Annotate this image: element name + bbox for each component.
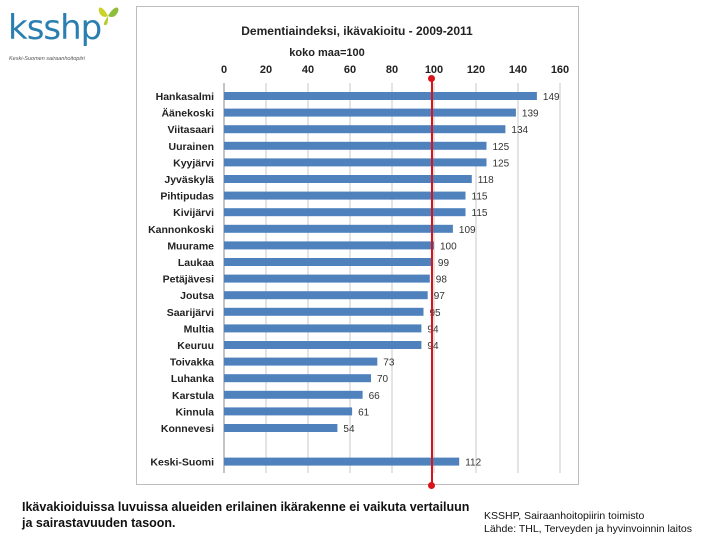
data-label: 109 xyxy=(459,225,476,236)
category-label: Saarijärvi xyxy=(167,307,214,319)
chart-title: Dementiaindeksi, ikävakioitu - 2009-2011 xyxy=(241,24,473,38)
x-tick-label: 80 xyxy=(386,64,398,76)
x-tick-label: 60 xyxy=(344,64,356,76)
category-label: Uurainen xyxy=(168,141,214,153)
data-label: 99 xyxy=(438,258,450,269)
bar xyxy=(224,141,487,150)
category-label: Keuruu xyxy=(177,340,214,352)
bar xyxy=(224,291,428,300)
bar xyxy=(224,374,371,383)
category-label: Joutsa xyxy=(180,290,214,302)
data-label: 134 xyxy=(511,125,528,136)
data-label: 115 xyxy=(472,208,488,219)
bar xyxy=(224,457,460,466)
logo-subtitle: Keski-Suomen sairaanhoitopiiri xyxy=(9,56,85,62)
x-tick-label: 40 xyxy=(302,64,314,76)
category-label: Konnevesi xyxy=(161,423,214,435)
source-organization: KSSHP, Sairaanhoitopiirin toimisto xyxy=(484,510,645,522)
data-label: 115 xyxy=(472,192,488,203)
category-label: Muurame xyxy=(167,240,214,252)
category-label: Karstula xyxy=(172,390,214,402)
category-label: Laukaa xyxy=(178,257,214,269)
bar xyxy=(224,208,466,217)
bar xyxy=(224,357,378,366)
bar xyxy=(224,390,363,399)
bar xyxy=(224,324,422,333)
data-label: 125 xyxy=(493,158,510,169)
category-label: Petäjävesi xyxy=(163,274,214,286)
bar xyxy=(224,258,432,266)
data-label: 118 xyxy=(478,175,494,186)
caption-text: Ikävakioiduissa luvuissa alueiden erilai… xyxy=(22,500,470,530)
bar xyxy=(224,274,430,283)
bar xyxy=(224,175,472,183)
data-label: 54 xyxy=(343,424,355,435)
category-label: Multia xyxy=(184,323,214,335)
data-label: 61 xyxy=(358,407,370,418)
bar xyxy=(224,158,487,167)
source-reference: Lähde: THL, Terveyden ja hyvinvoinnin la… xyxy=(484,523,692,535)
bar xyxy=(224,92,537,100)
category-label: Hankasalmi xyxy=(156,91,214,103)
x-tick-label: 20 xyxy=(260,64,272,76)
chart-frame: Dementiaindeksi, ikävakioitu - 2009-2011… xyxy=(136,6,579,485)
x-tick-label: 100 xyxy=(425,64,443,76)
data-label: 94 xyxy=(427,324,439,335)
category-label: Kannonkoski xyxy=(148,224,214,236)
logo-wordmark: ksshp xyxy=(8,8,102,48)
data-label: 95 xyxy=(430,308,442,319)
category-label: Toivakka xyxy=(170,357,214,369)
x-tick-label: 160 xyxy=(551,64,569,76)
bar-chart: Dementiaindeksi, ikävakioitu - 2009-2011… xyxy=(148,24,569,473)
category-label: Äänekoski xyxy=(161,107,214,120)
bar xyxy=(224,424,338,432)
bar xyxy=(224,307,424,316)
data-label: 112 xyxy=(465,458,481,469)
data-label: 73 xyxy=(383,358,395,369)
bar xyxy=(224,191,466,200)
reference-line-bottom-dot xyxy=(428,482,435,489)
data-label: 100 xyxy=(440,241,457,252)
x-tick-label: 140 xyxy=(509,64,527,76)
data-label: 98 xyxy=(436,275,448,286)
data-label: 70 xyxy=(377,374,389,385)
source-block: KSSHP, Sairaanhoitopiirin toimisto Lähde… xyxy=(484,510,692,536)
category-label: Viitasaari xyxy=(167,124,214,136)
bar xyxy=(224,241,434,250)
data-label: 125 xyxy=(493,142,510,153)
category-label: Keski-Suomi xyxy=(150,457,214,469)
category-label: Kivijärvi xyxy=(173,207,214,219)
data-label: 139 xyxy=(522,109,539,120)
butterfly-icon xyxy=(98,7,119,26)
reference-line-top-dot xyxy=(428,75,435,82)
reference-line xyxy=(431,78,433,486)
data-label: 94 xyxy=(427,341,439,352)
bar xyxy=(224,224,453,233)
data-label: 66 xyxy=(369,391,381,402)
chart-subtitle: koko maa=100 xyxy=(289,47,365,59)
bar xyxy=(224,407,353,416)
category-label: Pihtipudas xyxy=(160,191,214,203)
x-tick-label: 120 xyxy=(467,64,485,76)
x-tick-label: 0 xyxy=(221,64,227,76)
bar xyxy=(224,125,506,134)
data-label: 97 xyxy=(434,291,446,302)
ksshp-logo: ksshp Keski-Suomen sairaanhoitopiiri xyxy=(6,2,126,68)
bar xyxy=(224,341,422,349)
bar xyxy=(224,108,516,117)
category-label: Luhanka xyxy=(171,373,214,385)
category-label: Jyväskylä xyxy=(164,174,214,186)
data-label: 149 xyxy=(543,92,560,103)
category-label: Kyyjärvi xyxy=(173,157,214,169)
category-label: Kinnula xyxy=(176,406,215,418)
